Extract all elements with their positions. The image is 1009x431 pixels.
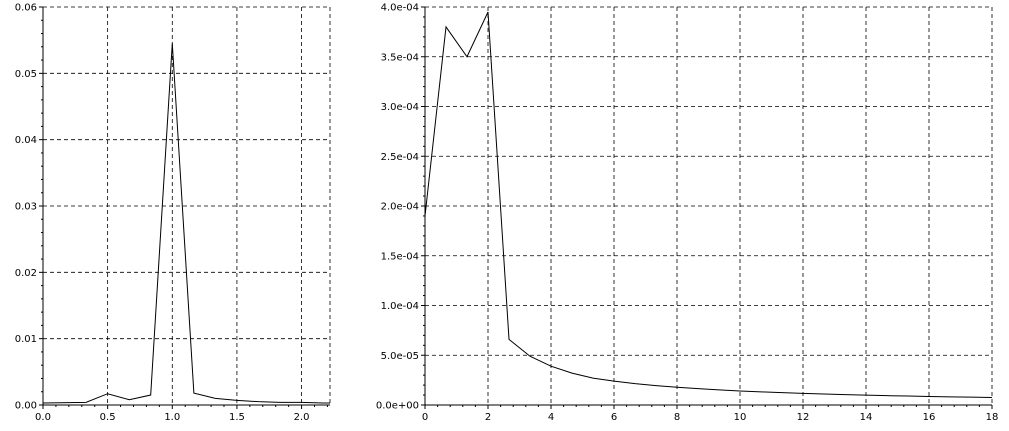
y-tick-label: 0.04 [15, 135, 37, 146]
x-tick-label: 2.0 [294, 412, 310, 423]
x-tick-label: 0.0 [35, 412, 51, 423]
y-tick-label: 0.02 [15, 268, 37, 279]
x-tick-label: 0.5 [100, 412, 116, 423]
series-line [424, 11, 993, 398]
x-tick-label: 14 [860, 412, 873, 423]
x-tick-label: 1.0 [164, 412, 180, 423]
series-line [42, 43, 330, 404]
y-tick-label: 1.5e-04 [381, 251, 419, 262]
y-tick-label: 3.0e-04 [381, 102, 419, 113]
y-tick-label: 2.0e-04 [381, 202, 419, 213]
x-tick-label: 0 [422, 412, 428, 423]
x-tick-label: 1.5 [229, 412, 245, 423]
y-tick-label: 4.0e-04 [381, 3, 419, 14]
y-tick-label: 0.06 [15, 3, 37, 14]
y-tick-label: 0.01 [15, 334, 37, 345]
y-tick-label: 0.05 [15, 69, 37, 80]
chart-right: 0 2 4 6 8 10 12 14 16 18 0.0e+00 5.0e-05 1.0e-04 1.5e… [376, 3, 999, 424]
x-tick-label: 10 [734, 412, 747, 423]
y-tick-label: 5.0e-05 [381, 351, 419, 362]
x-tick-label: 8 [674, 412, 680, 423]
chart-left: 0.0 0.5 1.0 1.5 2.0 0.00 0.01 0.02 0.03 0.04 0.05 0… [15, 3, 331, 423]
y-tick-label: 0.0e+00 [376, 401, 419, 412]
x-tick-label: 18 [986, 412, 999, 423]
y-tick-label: 1.0e-04 [381, 301, 419, 312]
y-tick-label: 3.5e-04 [381, 52, 419, 63]
x-tick-label: 16 [923, 412, 936, 423]
y-tick-label: 2.5e-04 [381, 152, 419, 163]
x-tick-label: 6 [611, 412, 617, 423]
x-tick-label: 4 [548, 412, 554, 423]
y-tick-label: 0.03 [15, 202, 37, 213]
x-tick-label: 2 [485, 412, 491, 423]
y-tick-label: 0.00 [15, 401, 37, 412]
x-tick-label: 12 [797, 412, 810, 423]
